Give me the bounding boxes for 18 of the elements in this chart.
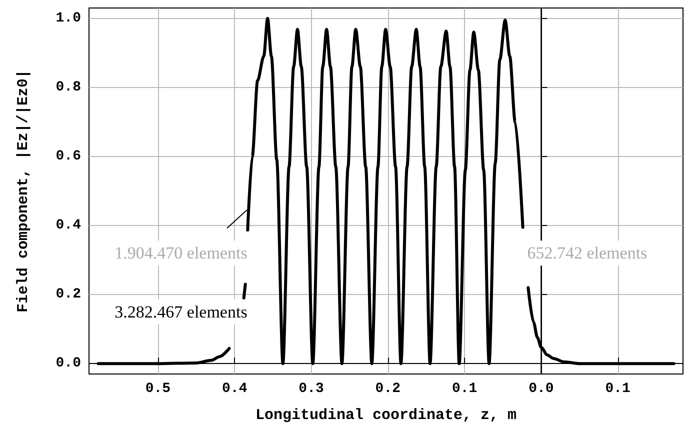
annotation: 3.282.467 elements (114, 302, 248, 322)
x-tick-label: 0.1 (452, 381, 478, 397)
x-axis-title: Longitudinal coordinate, z, m (255, 407, 517, 424)
y-tick-label: 0.0 (56, 356, 81, 372)
x-tick-label: 0.1 (605, 381, 630, 397)
y-tick-label: 0.2 (56, 286, 81, 303)
annotation: 1.904.470 elements (114, 244, 248, 263)
y-tick-label: 1.0 (56, 10, 81, 26)
annotation: 652.742 elements (527, 244, 648, 263)
x-tick-label: 0.4 (222, 381, 248, 397)
x-tick-label: 0.2 (375, 381, 401, 397)
y-tick-label: 0.6 (56, 148, 81, 164)
x-tick-label: 0.5 (145, 381, 171, 397)
y-axis-title: Field component, |Ez|/|Ez0| (15, 69, 32, 313)
x-tick-label: 0.0 (528, 381, 554, 397)
y-tick-label: 0.4 (56, 218, 81, 234)
x-tick-label: 0.3 (298, 381, 324, 397)
y-tick-label: 0.8 (56, 79, 81, 96)
